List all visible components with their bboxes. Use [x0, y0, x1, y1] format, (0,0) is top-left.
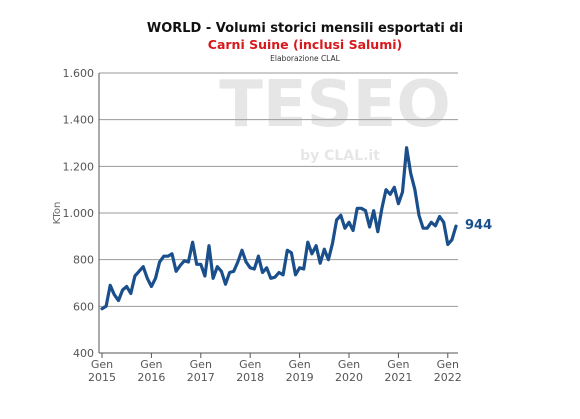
- y-axis-label: KTon: [52, 202, 63, 225]
- x-tick-label-year: 2018: [236, 371, 264, 384]
- x-tick-label-year: 2015: [88, 371, 116, 384]
- y-tick-label: 600: [73, 300, 94, 313]
- x-tick-label-month: Gen: [140, 358, 162, 371]
- chart-source: Elaborazione CLAL: [270, 54, 340, 63]
- last-value-label: 944: [465, 218, 492, 233]
- y-tick-label: 800: [73, 254, 94, 267]
- x-tick-label-month: Gen: [91, 358, 113, 371]
- x-tick-label-month: Gen: [387, 358, 409, 371]
- x-tick-label-month: Gen: [437, 358, 459, 371]
- watermark-logo: TESEO: [219, 68, 451, 142]
- x-tick-label-year: 2022: [434, 371, 462, 384]
- x-tick-label-year: 2019: [286, 371, 314, 384]
- y-tick-label: 1.600: [63, 67, 95, 80]
- y-tick-label: 1.200: [63, 160, 95, 173]
- x-tick-label-month: Gen: [239, 358, 261, 371]
- y-tick-label: 400: [73, 347, 94, 360]
- watermark-sub: by CLAL.it: [300, 148, 380, 164]
- x-tick-label-year: 2020: [335, 371, 363, 384]
- chart-title: WORLD - Volumi storici mensili esportati…: [146, 21, 464, 36]
- x-tick-label-month: Gen: [338, 358, 360, 371]
- y-tick-label: 1.000: [63, 207, 95, 220]
- y-tick-label: 1.400: [63, 114, 95, 127]
- x-tick-label-month: Gen: [190, 358, 212, 371]
- x-tick-label-year: 2016: [137, 371, 165, 384]
- x-tick-label-year: 2017: [187, 371, 215, 384]
- x-tick-label-year: 2021: [384, 371, 412, 384]
- chart-subtitle: Carni Suine (inclusi Salumi): [207, 37, 403, 52]
- series-line: [100, 146, 458, 311]
- x-tick-label-month: Gen: [288, 358, 310, 371]
